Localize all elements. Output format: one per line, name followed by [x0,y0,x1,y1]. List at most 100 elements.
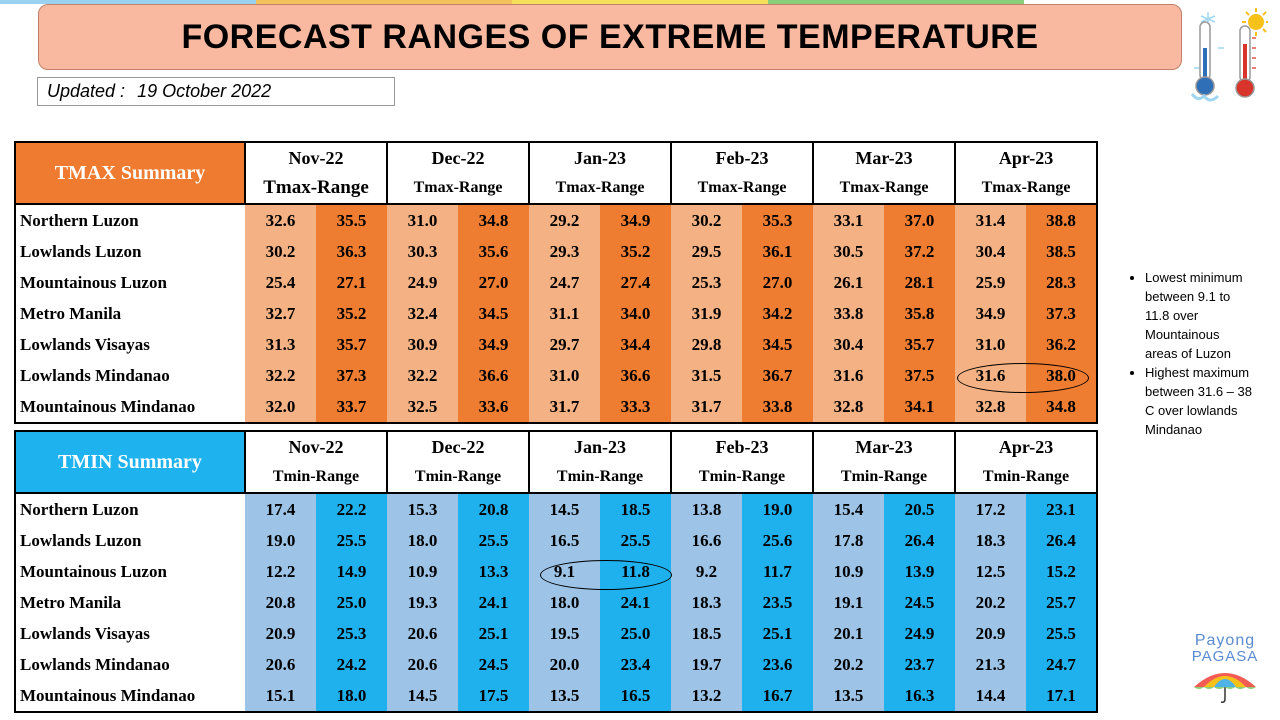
table-row: Lowlands Visayas 31.3 35.7 30.9 34.9 29.7 34.4… [14,329,1099,360]
range-min-value: 32.8 [813,391,885,424]
range-min-value: 32.2 [245,360,316,391]
note-item: Highest maximum between 31.6 – 38 C over… [1145,363,1255,439]
range-min-value: 19.7 [671,649,743,680]
month-header: Jan-23 [528,430,673,462]
payong-umbrella-icon [1194,673,1256,703]
range-min-value: 20.6 [387,618,458,649]
range-max-value: 27.0 [742,267,814,298]
range-max-value: 13.3 [458,556,530,587]
range-max-value: 24.7 [1026,649,1099,680]
table-row: Mountainous Luzon 25.4 27.1 24.9 27.0 24.7 27.… [14,267,1099,298]
range-min-value: 29.2 [529,204,601,236]
table-row: Lowlands Visayas 20.9 25.3 20.6 25.1 19.5 25.0… [14,618,1099,649]
range-min-value: 30.5 [813,236,885,267]
range-min-value: 31.6 [813,360,885,391]
range-max-value: 34.5 [742,329,814,360]
range-header: Tmin-Range [670,462,815,494]
range-min-value: 20.2 [955,587,1027,618]
table-row: Mountainous Mindanao 15.1 18.0 14.5 17.5 13.5… [14,680,1099,713]
range-max-value: 36.3 [316,236,387,267]
range-min-value: 31.3 [245,329,316,360]
range-max-value: 35.8 [884,298,956,329]
range-min-value: 19.5 [529,618,601,649]
range-min-value: 13.2 [671,680,743,713]
range-max-value: 25.1 [458,618,530,649]
table-row: Northern Luzon 32.6 35.5 31.0 34.8 29.2 34.9 30… [14,204,1099,236]
range-min-value: 33.1 [813,204,885,236]
range-min-value: 9.1 [529,556,601,587]
table-row: Metro Manila 20.8 25.0 19.3 24.1 18.0 24.1 18.3… [14,587,1099,618]
range-max-value: 33.7 [316,391,387,424]
range-min-value: 19.0 [245,525,316,556]
region-label-metro-manila: Metro Manila [14,587,245,618]
range-max-value: 34.9 [600,204,672,236]
range-max-value: 34.4 [600,329,672,360]
range-min-value: 30.4 [813,329,885,360]
range-min-value: 13.5 [813,680,885,713]
range-max-value: 11.8 [600,556,672,587]
region-label-lowlands-visayas: Lowlands Visayas [14,618,245,649]
cold-thermometer-icon [1190,12,1224,102]
range-min-value: 20.2 [813,649,885,680]
month-header: Dec-22 [385,430,531,462]
range-min-value: 30.2 [245,236,316,267]
range-max-value: 24.2 [316,649,387,680]
range-min-value: 30.3 [387,236,458,267]
range-max-value: 33.8 [742,391,814,424]
range-header: Tmin-Range [385,462,531,494]
range-min-value: 30.4 [955,236,1027,267]
range-min-value: 19.3 [387,587,458,618]
range-max-value: 33.3 [600,391,672,424]
range-max-value: 38.5 [1026,236,1099,267]
range-min-value: 16.6 [671,525,743,556]
range-min-value: 20.6 [387,649,458,680]
range-min-value: 13.5 [529,680,601,713]
range-min-value: 32.6 [245,204,316,236]
range-max-value: 36.6 [458,360,530,391]
range-min-value: 31.7 [671,391,743,424]
range-max-value: 16.7 [742,680,814,713]
range-min-value: 25.3 [671,267,743,298]
range-max-value: 25.6 [742,525,814,556]
range-header: Tmin-Range [244,462,388,494]
range-max-value: 17.5 [458,680,530,713]
range-min-value: 31.7 [529,391,601,424]
range-max-value: 36.6 [600,360,672,391]
range-max-value: 25.0 [316,587,387,618]
range-min-value: 14.5 [387,680,458,713]
logo-line1: Payong [1194,632,1256,649]
range-max-value: 34.5 [458,298,530,329]
table-row: Metro Manila 32.7 35.2 32.4 34.5 31.1 34.0 31.9… [14,298,1099,329]
range-max-value: 24.5 [884,587,956,618]
month-header: Apr-23 [954,430,1099,462]
range-max-value: 37.0 [884,204,956,236]
range-max-value: 24.1 [458,587,530,618]
range-max-value: 23.4 [600,649,672,680]
range-min-value: 15.4 [813,493,885,525]
region-label-lowlands-luzon: Lowlands Luzon [14,236,245,267]
range-min-value: 32.0 [245,391,316,424]
table-row: Lowlands Luzon 19.0 25.5 18.0 25.5 16.5 25.5 16… [14,525,1099,556]
range-max-value: 25.5 [458,525,530,556]
range-max-value: 14.9 [316,556,387,587]
range-max-value: 25.0 [600,618,672,649]
range-min-value: 34.9 [955,298,1027,329]
range-max-value: 25.1 [742,618,814,649]
range-max-value: 33.6 [458,391,530,424]
month-header: Jan-23 [528,141,673,173]
range-max-value: 37.3 [1026,298,1099,329]
region-label-lowlands-visayas: Lowlands Visayas [14,329,245,360]
range-header: Tmax-Range [244,173,388,205]
range-header: Tmax-Range [528,173,673,205]
range-max-value: 37.5 [884,360,956,391]
table-row: Lowlands Mindanao 32.2 37.3 32.2 36.6 31.0 36.… [14,360,1099,391]
month-header: Nov-22 [244,141,388,173]
updated-box: Updated : 19 October 2022 [37,77,395,106]
range-min-value: 29.7 [529,329,601,360]
range-max-value: 34.8 [458,204,530,236]
range-min-value: 10.9 [813,556,885,587]
range-max-value: 36.7 [742,360,814,391]
range-max-value: 18.5 [600,493,672,525]
range-max-value: 35.2 [600,236,672,267]
page-title: FORECAST RANGES OF EXTREME TEMPERATURE [181,17,1039,56]
